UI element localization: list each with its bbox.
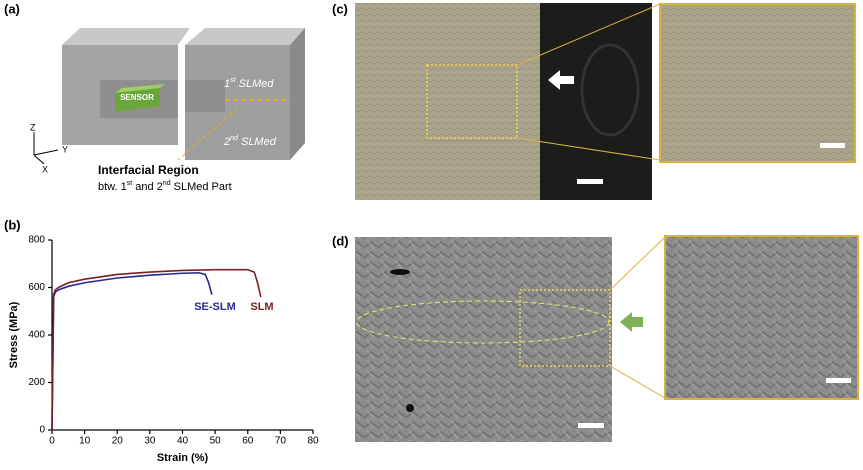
sensor-label: SENSOR: [120, 93, 154, 102]
text: nd: [163, 180, 171, 187]
region-title: Interfacial Region: [98, 163, 199, 177]
layer-label: 2nd SLMed: [223, 135, 277, 148]
x-tick-label: 40: [177, 436, 189, 447]
text: SLMed: [236, 78, 275, 90]
region-text: btw. 1st and 2nd SLMed Part: [98, 180, 232, 193]
text: st: [127, 180, 133, 187]
text: btw. 1: [98, 181, 127, 193]
y-tick-label: 600: [28, 282, 45, 293]
series-label: SLM: [250, 301, 273, 313]
x-tick-label: 80: [307, 436, 319, 447]
line: [51, 268, 262, 431]
text: st: [230, 77, 237, 84]
x-tick-label: 0: [49, 436, 55, 447]
x-tick-label: 10: [79, 436, 91, 447]
y-tick-label: 200: [28, 377, 45, 388]
x-tick-label: 20: [112, 436, 124, 447]
text: and 2: [132, 181, 163, 193]
text: SLMed: [238, 136, 277, 148]
x-tick-label: 50: [210, 436, 222, 447]
line: [51, 271, 213, 431]
series-label: SE-SLM: [194, 301, 236, 313]
x-tick-label: 70: [275, 436, 287, 447]
panel-label: (a): [4, 1, 20, 16]
micrograph-d: [355, 235, 859, 442]
y-axis-label: Stress (MPa): [8, 301, 20, 368]
panel-label: (d): [332, 233, 349, 248]
panel-label: (c): [332, 1, 348, 16]
text: SLMed Part: [171, 181, 232, 193]
x-tick-label: 30: [144, 436, 156, 447]
micrograph-c: [355, 3, 856, 200]
y-tick-label: 800: [28, 235, 45, 246]
y-tick-label: 400: [28, 330, 45, 341]
axis-letter: Z: [30, 122, 36, 132]
x-axis-label: Strain (%): [157, 452, 209, 464]
axis-letter: X: [42, 164, 48, 174]
y-tick-label: 0: [39, 425, 45, 436]
text: 1: [224, 78, 230, 90]
block-diagram: [33, 28, 305, 165]
panel-label: (b): [4, 217, 21, 232]
x-tick-label: 60: [242, 436, 254, 447]
text: nd: [230, 135, 239, 142]
stress-strain-chart: 0 200 400 600 800 0 10 20 30 40 50 60 70 80 Strain (%)…: [8, 235, 319, 464]
text: 2: [223, 136, 230, 148]
axis-letter: Y: [62, 144, 68, 154]
layer-label: 1st SLMed: [224, 77, 274, 90]
